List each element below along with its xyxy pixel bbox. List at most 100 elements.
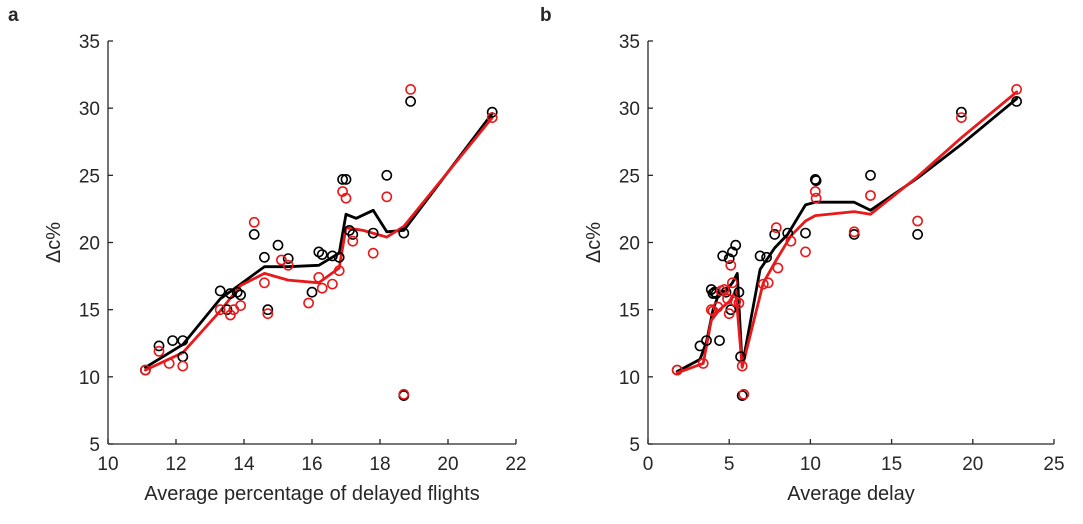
panel-b-red-data-point xyxy=(671,364,683,376)
panel-b-black-data-point xyxy=(761,251,772,263)
panel-a-black-data-point xyxy=(486,106,498,118)
panel-a-black-data-point xyxy=(258,251,270,263)
panel-b-black-data-point xyxy=(723,253,735,264)
panel-b-black-data-point xyxy=(720,286,732,298)
panel-b-black-data-point xyxy=(736,390,748,401)
panel-b-black-data-point xyxy=(912,228,923,240)
panel-a-black-data-point xyxy=(248,228,260,240)
panel-a-x-axis-label: Average percentage of delayed flights xyxy=(144,483,479,505)
panel-a-red-data-point xyxy=(326,278,338,290)
panel-b-y-tick-label: 5 xyxy=(629,435,640,456)
panel-b-black-data-point xyxy=(800,227,811,239)
panel-a-red-data-point xyxy=(367,247,379,259)
panel-b-black-data-point xyxy=(956,106,967,118)
panel-b-red-data-point xyxy=(727,277,738,289)
panel-b-y-tick-label: 15 xyxy=(619,301,640,322)
panel-b-red-data-point xyxy=(697,357,709,369)
panel-a-red-data-point xyxy=(398,388,410,400)
panel-a-black-data-point xyxy=(177,335,189,346)
panel-a-red-data-point xyxy=(235,300,246,311)
panel-a-y-tick-label: 10 xyxy=(79,368,100,389)
panel-b-black-data-point xyxy=(769,228,781,240)
panel-a-x-tick-label: 10 xyxy=(97,454,118,475)
panel-b-red-data-point xyxy=(762,277,774,289)
panel-b-red-data-point xyxy=(912,215,923,227)
panel-a-red-data-point xyxy=(214,304,226,316)
panel-a-red-data-point xyxy=(347,235,359,247)
panel-a-black-data-point xyxy=(214,285,226,297)
panel-b-black-data-point xyxy=(865,169,876,181)
panel-a-y-tick-label: 5 xyxy=(89,435,100,456)
panel-a-black-data-point xyxy=(153,340,165,352)
panel-b-red-data-point xyxy=(738,388,750,400)
panel-b-red-data-point xyxy=(757,278,769,290)
panel-a-red-trend-line xyxy=(143,116,494,372)
panel-b-y-tick-label: 20 xyxy=(619,234,640,255)
panel-b-black-data-point xyxy=(730,239,742,251)
panel-a-x-tick-label: 14 xyxy=(233,454,255,475)
panel-a-y-tick-label: 15 xyxy=(79,301,100,322)
panel-b-red-data-point xyxy=(723,308,735,320)
panel-a-black-data-point xyxy=(326,250,338,262)
panel-a-black-data-point xyxy=(306,286,318,298)
panel-b-y-axis-label: Δc% xyxy=(583,222,605,263)
panel-b-red-data-point xyxy=(736,360,748,372)
panel-a-red-data-point xyxy=(224,309,236,321)
panel-b-x-tick-label: 5 xyxy=(724,454,735,475)
panel-b-red-data-point xyxy=(772,262,784,274)
panel-b-red-data-point xyxy=(956,112,967,123)
panel-b-red-data-point xyxy=(733,297,745,309)
panel-a-red-data-point xyxy=(153,345,165,357)
panel-a-black-data-point xyxy=(262,304,274,316)
panel-b-black-trend-line xyxy=(675,97,1018,373)
panel-b-red-data-point xyxy=(810,192,822,204)
panel-b-x-tick-label: 25 xyxy=(1043,454,1064,475)
panel-a-black-data-point xyxy=(272,239,284,251)
panel-b-red-data-point xyxy=(718,284,730,295)
panel-a-black-data-point xyxy=(340,173,352,185)
panel-a-black-data-point xyxy=(347,228,359,240)
panel-b-red-data-point xyxy=(705,304,717,316)
panel-a-red-data-point xyxy=(405,84,416,95)
panel-b-y-tick-label: 30 xyxy=(619,99,640,120)
panel-a-x-tick-label: 18 xyxy=(369,454,390,475)
panel-b-x-tick-label: 20 xyxy=(962,454,983,475)
panel-b-red-data-point xyxy=(809,186,821,197)
panel-a-red-data-point xyxy=(316,282,328,294)
panel-a-red-data-point xyxy=(333,265,345,277)
panel-a-y-tick-label: 20 xyxy=(79,234,100,255)
panel-b-red-data-point xyxy=(848,226,860,238)
panel-a-black-data-point xyxy=(235,289,246,301)
panel-a-red-data-point xyxy=(381,191,393,203)
panel-a-y-tick-label: 30 xyxy=(79,99,100,120)
panel-b-x-tick-label: 10 xyxy=(800,454,821,475)
panel-b-y-tick-label: 25 xyxy=(619,166,640,187)
panel-a-black-data-point xyxy=(398,227,410,239)
panel-a-red-data-point xyxy=(248,216,260,228)
panel-a-x-tick-label: 12 xyxy=(165,454,186,475)
panel-a-black-data-point xyxy=(224,288,236,299)
panel-a-red-data-point xyxy=(486,112,498,123)
panel-b-black-data-point xyxy=(694,340,706,352)
panel-b-black-data-point xyxy=(701,335,712,346)
panel-b-black-data-point xyxy=(810,175,822,187)
panel-a-red-data-point xyxy=(340,192,352,204)
panel-b-black-data-point xyxy=(754,250,766,262)
panel-b-black-data-point xyxy=(733,286,745,298)
panel-a-black-data-point xyxy=(333,251,345,263)
panel-b-black-data-point xyxy=(714,335,725,346)
panel-a-black-data-point xyxy=(405,96,416,107)
panel-a-red-data-point xyxy=(282,259,294,271)
panel-b-x-tick-label: 0 xyxy=(643,454,654,475)
panel-a-black-data-point xyxy=(221,304,233,316)
panel-b-letter: b xyxy=(540,5,552,26)
panel-b-red-data-point xyxy=(725,259,737,271)
panel-b-red-data-point xyxy=(865,190,876,201)
panel-a-black-data-point xyxy=(313,246,325,258)
panel-a-black-data-point xyxy=(231,286,243,298)
panel-b-red-trend-line xyxy=(675,90,1018,375)
panel-b-black-data-point xyxy=(709,286,720,298)
panel-a-red-data-point xyxy=(303,297,314,309)
